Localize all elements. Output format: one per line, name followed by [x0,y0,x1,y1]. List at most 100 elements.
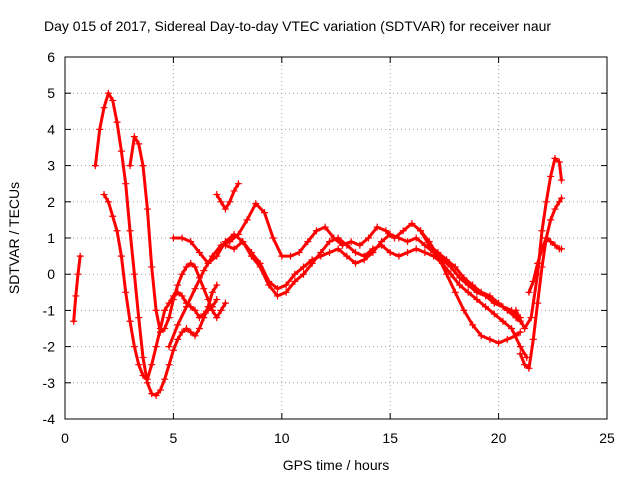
data-point [182,263,190,271]
data-point [239,238,247,246]
data-point [503,306,511,314]
data-point [373,223,381,231]
series-line-track-11 [518,196,563,370]
data-point [278,252,286,260]
data-point [486,335,494,343]
data-point [360,256,368,264]
data-point [347,238,355,246]
data-point [187,259,195,267]
data-point [213,191,221,199]
data-point [447,270,455,278]
data-point [557,245,565,253]
data-point [139,353,147,361]
data-point [534,299,542,307]
data-point [304,238,312,246]
data-point [191,263,199,271]
y-tick-label: 5 [47,85,55,101]
data-point [152,391,160,399]
data-point [408,220,416,228]
data-point [174,321,182,329]
data-point [187,328,195,336]
data-point [534,259,542,267]
data-point [161,306,169,314]
series-line-track-9 [419,229,522,323]
data-point [551,205,559,213]
data-point [135,314,143,322]
data-point [321,223,329,231]
data-point [412,234,420,242]
data-point [490,310,498,318]
data-point [551,241,559,249]
data-point [113,118,121,126]
data-point [143,205,151,213]
data-point [417,227,425,235]
data-point [139,162,147,170]
y-tick-label: 3 [47,158,55,174]
plot-frame [64,56,608,420]
data-point [386,248,394,256]
data-point [378,238,386,246]
data-point [291,277,299,285]
data-point [130,270,138,278]
data-point [299,263,307,271]
data-point [104,198,112,206]
data-point [343,241,351,249]
data-point [512,306,520,314]
data-point [434,248,442,256]
data-point [217,306,225,314]
y-tick-label: -1 [43,302,56,318]
data-point [230,245,238,253]
data-point [117,147,125,155]
data-point [495,299,503,307]
data-point [260,209,268,217]
data-point [70,317,78,325]
data-point [178,292,186,300]
data-point [542,198,550,206]
data-point [182,303,190,311]
data-point [247,248,255,256]
x-tick-label: 0 [61,430,69,446]
data-point [464,288,472,296]
data-point [486,292,494,300]
y-axis-label: SDTVAR / TECUs [6,182,22,294]
data-point [152,343,160,351]
data-point [135,140,143,148]
series-track-6 [169,230,531,361]
data-point [456,281,464,289]
y-tick-label: 4 [47,121,55,137]
data-point [104,89,112,97]
data-point [343,252,351,260]
data-point [291,270,299,278]
data-point [221,205,229,213]
data-point [178,270,186,278]
data-point [404,238,412,246]
data-point [443,256,451,264]
data-point [547,172,555,180]
data-point [482,303,490,311]
y-tick-label: 0 [47,266,55,282]
axes: 0 5 10 15 20 25 -4 -3 -2 -1 0 1 2 3 4 5 6 [43,49,615,446]
data-point [460,306,468,314]
data-point [243,216,251,224]
data-point [542,234,550,242]
data-point [503,335,511,343]
series-line-track-3 [102,193,219,381]
data-point [547,238,555,246]
data-point [195,314,203,322]
data-point [312,227,320,235]
data-point [174,281,182,289]
data-point [451,288,459,296]
data-point [213,252,221,260]
data-point [208,306,216,314]
y-tick-label: 1 [47,230,55,246]
series-track-4 [126,133,229,336]
data-point [508,325,516,332]
data-point [187,238,195,246]
data-point [135,361,143,369]
data-point [139,372,147,380]
data-point [325,248,333,256]
data-point [525,288,533,296]
data-point [256,259,264,267]
series-line-track-6 [171,232,529,359]
